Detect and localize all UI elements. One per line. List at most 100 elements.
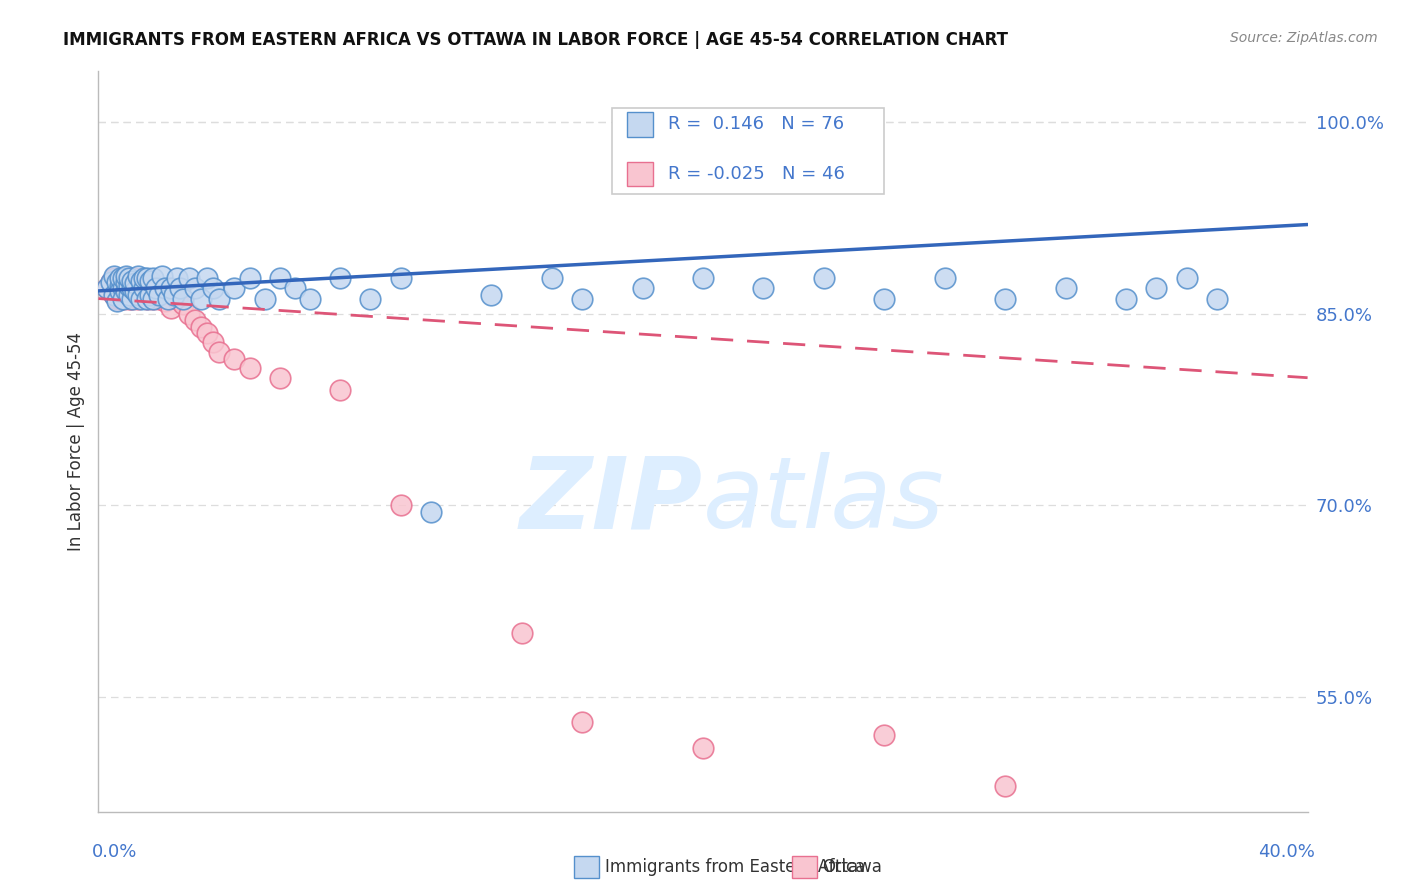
Point <box>100 275 122 289</box>
Point <box>139 281 162 295</box>
Point <box>124 284 146 298</box>
Point <box>105 292 128 306</box>
Point <box>172 296 194 310</box>
Point <box>145 287 167 301</box>
Point <box>813 271 835 285</box>
Point <box>121 292 143 306</box>
Point <box>135 271 157 285</box>
Point <box>129 274 152 288</box>
Point <box>118 287 141 301</box>
Point <box>103 268 125 283</box>
Point <box>111 292 134 306</box>
Y-axis label: In Labor Force | Age 45-54: In Labor Force | Age 45-54 <box>66 332 84 551</box>
Text: IMMIGRANTS FROM EASTERN AFRICA VS OTTAWA IN LABOR FORCE | AGE 45-54 CORRELATION : IMMIGRANTS FROM EASTERN AFRICA VS OTTAWA… <box>63 31 1008 49</box>
Point <box>269 271 291 285</box>
Point <box>111 281 134 295</box>
Point <box>202 281 225 295</box>
Point <box>195 271 218 285</box>
Point <box>1144 281 1167 295</box>
Point <box>299 292 322 306</box>
Point <box>224 351 246 366</box>
Point <box>132 281 155 295</box>
Point <box>105 294 128 309</box>
Point <box>156 292 179 306</box>
Point <box>510 626 533 640</box>
Point <box>1175 271 1198 285</box>
Point <box>153 294 176 309</box>
Point <box>108 292 131 306</box>
Text: Immigrants from Eastern Africa: Immigrants from Eastern Africa <box>605 858 865 876</box>
Point <box>121 281 143 295</box>
Point <box>360 292 382 306</box>
Point <box>153 281 176 295</box>
Point <box>129 281 152 295</box>
Point <box>190 319 212 334</box>
Point <box>135 292 157 306</box>
Point <box>1115 292 1137 306</box>
Point <box>105 275 128 289</box>
Text: 40.0%: 40.0% <box>1258 843 1315 861</box>
Point <box>114 275 136 289</box>
Point <box>124 277 146 291</box>
Point <box>163 287 186 301</box>
Point <box>118 271 141 285</box>
Point <box>121 292 143 306</box>
Point <box>934 271 956 285</box>
Text: atlas: atlas <box>703 452 945 549</box>
Point <box>172 292 194 306</box>
Point <box>108 284 131 298</box>
Point <box>284 281 307 295</box>
Point <box>190 292 212 306</box>
Point <box>239 271 262 285</box>
Point <box>873 292 896 306</box>
Point <box>139 274 162 288</box>
Point <box>1054 281 1077 295</box>
Point <box>389 499 412 513</box>
Point <box>127 268 149 283</box>
Point <box>169 281 191 295</box>
Point <box>184 281 207 295</box>
Text: R =  0.146   N = 76: R = 0.146 N = 76 <box>668 115 844 133</box>
Point <box>994 292 1017 306</box>
Point <box>105 275 128 289</box>
Point <box>121 274 143 288</box>
Point <box>208 292 231 306</box>
Point <box>114 281 136 295</box>
Point <box>118 278 141 293</box>
Point <box>166 271 188 285</box>
Point <box>224 281 246 295</box>
Text: 0.0%: 0.0% <box>91 843 136 861</box>
Point <box>124 271 146 285</box>
Point <box>571 292 593 306</box>
Point <box>100 275 122 289</box>
Point <box>420 505 443 519</box>
Point <box>96 281 118 295</box>
Point <box>103 287 125 301</box>
Point <box>142 292 165 306</box>
FancyBboxPatch shape <box>613 109 884 194</box>
Point <box>111 275 134 289</box>
Point <box>108 271 131 285</box>
Point <box>135 292 157 306</box>
Point <box>132 271 155 285</box>
Point <box>994 779 1017 793</box>
Point <box>692 271 714 285</box>
Point <box>142 271 165 285</box>
Point <box>142 292 165 306</box>
Point <box>195 326 218 340</box>
Point <box>148 292 170 306</box>
Point <box>103 271 125 285</box>
Point <box>631 281 654 295</box>
Point <box>114 284 136 298</box>
Point <box>103 287 125 301</box>
Point <box>873 728 896 742</box>
Point <box>150 268 173 283</box>
Point <box>132 287 155 301</box>
Text: Source: ZipAtlas.com: Source: ZipAtlas.com <box>1230 31 1378 45</box>
Point <box>253 292 276 306</box>
Point <box>329 384 352 398</box>
Point <box>160 281 183 295</box>
Point <box>184 313 207 327</box>
Point <box>269 370 291 384</box>
FancyBboxPatch shape <box>627 161 654 186</box>
